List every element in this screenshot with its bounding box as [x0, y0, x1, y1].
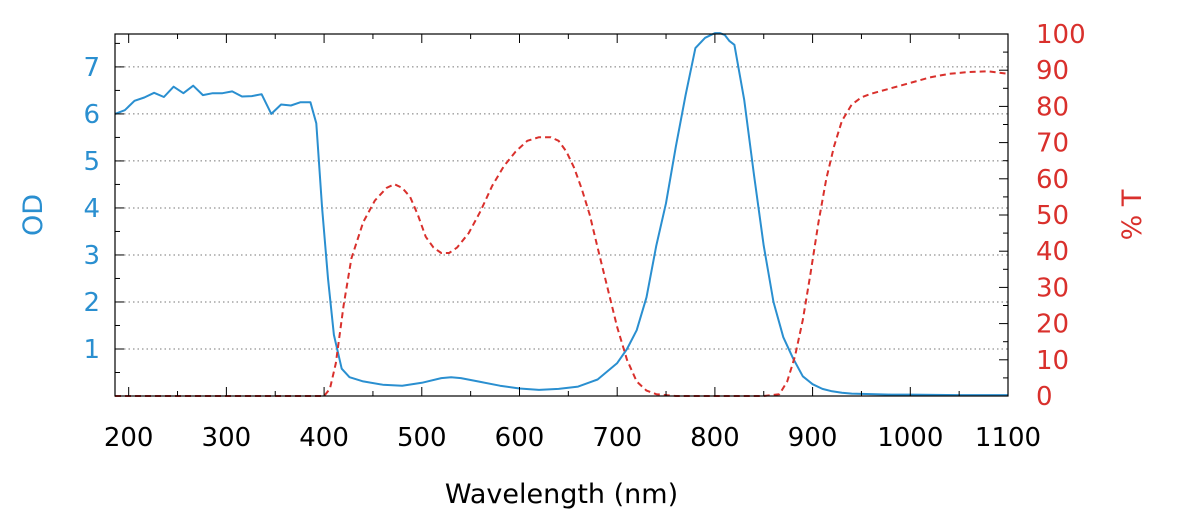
od-line [114, 32, 1008, 397]
right-y-tick-label: 40 [1036, 237, 1069, 267]
left-y-tick-label: 7 [83, 53, 100, 83]
x-tick-label: 400 [299, 423, 349, 453]
x-tick-label: 800 [690, 423, 740, 453]
right-y-tick-label: 30 [1036, 273, 1069, 303]
right-y-tick-label: 60 [1036, 165, 1069, 195]
right-y-tick-label: 80 [1036, 92, 1069, 122]
left-y-tick-label: 6 [83, 100, 100, 130]
left-y-tick-label: 3 [83, 241, 100, 271]
x-axis-title: Wavelength (nm) [445, 479, 678, 510]
left-y-tick-label: 4 [83, 194, 100, 224]
gridlines [115, 66, 1008, 350]
left-y-tick-label: 5 [83, 147, 100, 177]
transmission-line [115, 70, 1009, 397]
right-y-tick-label: 90 [1036, 56, 1069, 86]
right-y-tick-label: 100 [1036, 20, 1086, 50]
plot-frame [114, 33, 1009, 397]
x-tick-label: 500 [397, 423, 447, 453]
x-tick-label: 300 [202, 423, 252, 453]
x-tick-label: 700 [592, 423, 642, 453]
data-series [114, 32, 1009, 397]
x-tick-label: 600 [495, 423, 545, 453]
left-y-tick-label: 2 [83, 288, 100, 318]
x-tick-label: 1100 [975, 423, 1041, 453]
left-y-tick-label: 1 [83, 335, 100, 365]
left-y-axis-title: OD [18, 194, 49, 236]
right-y-tick-label: 50 [1036, 201, 1069, 231]
right-y-axis-title: % T [1117, 189, 1148, 240]
right-y-tick-label: 20 [1036, 310, 1069, 340]
right-y-tick-label: 10 [1036, 346, 1069, 376]
x-tick-label: 1000 [877, 423, 943, 453]
x-tick-label: 200 [104, 423, 154, 453]
right-y-tick-label: 70 [1036, 129, 1069, 159]
x-tick-label: 900 [788, 423, 838, 453]
axis-ticks: 200 300 400 500 600 700 800 900 1000 110012345670… [83, 20, 1085, 453]
right-y-tick-label: 0 [1036, 382, 1053, 412]
